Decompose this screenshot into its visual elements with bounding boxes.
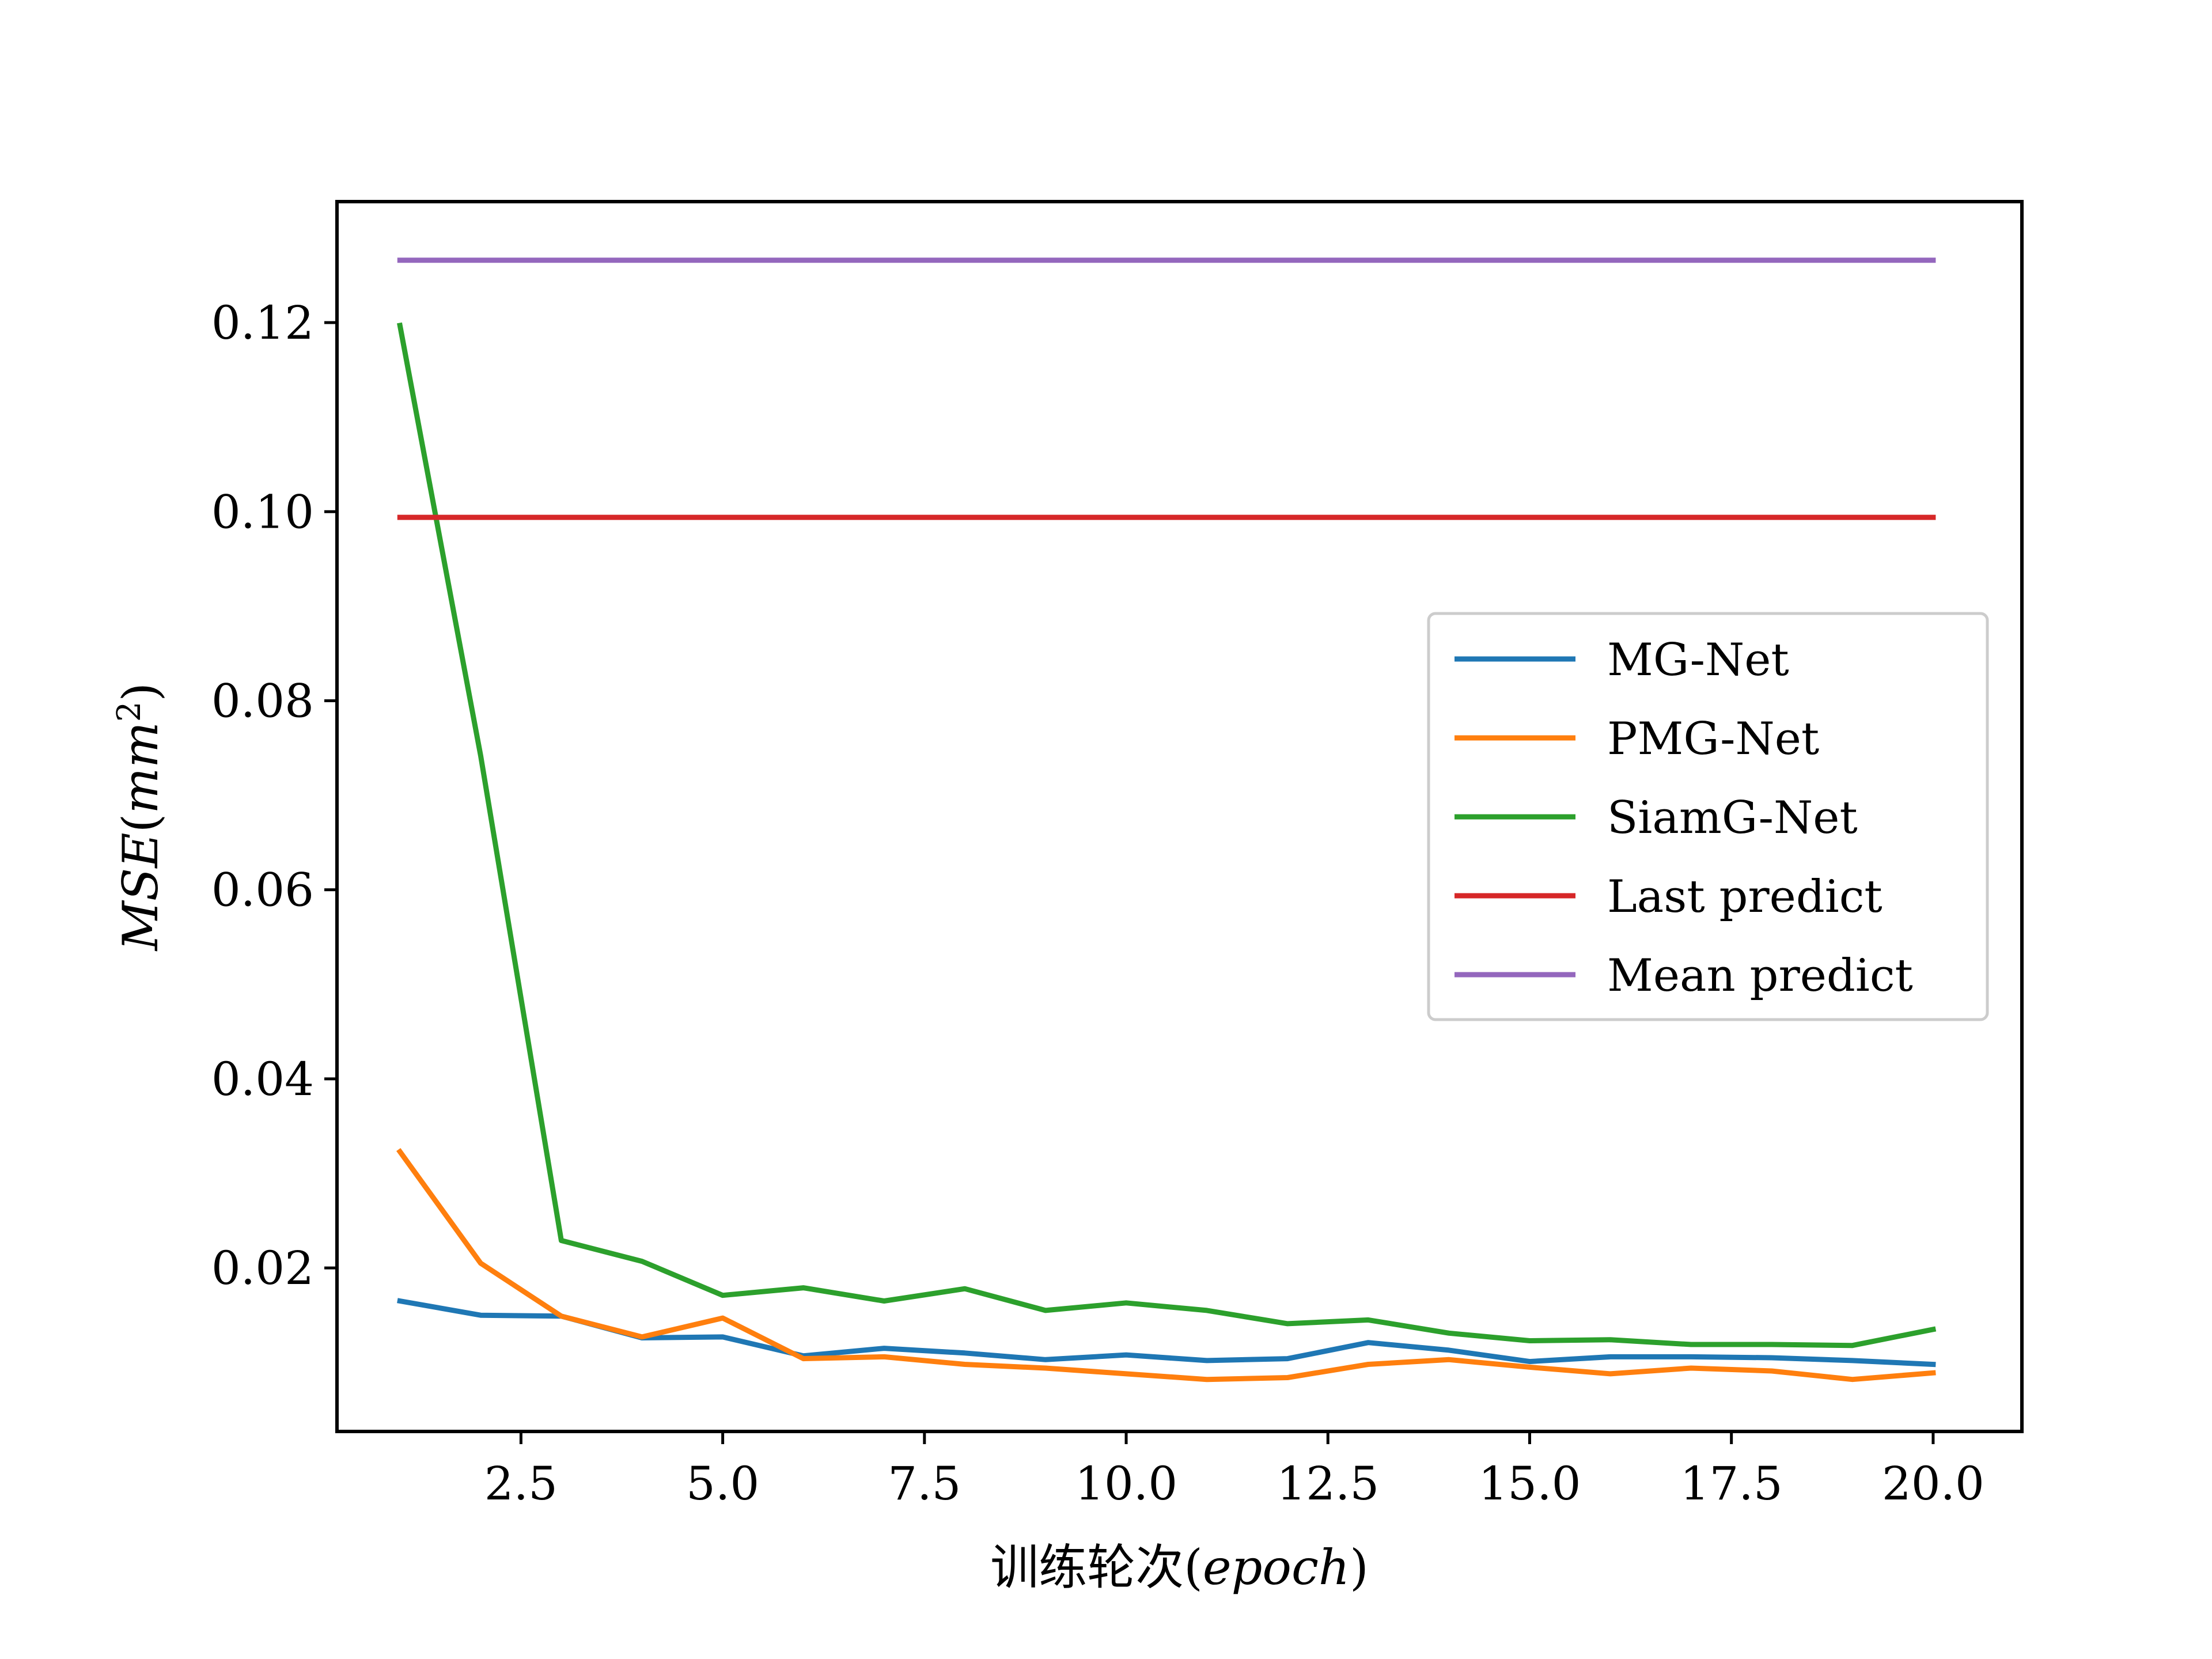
- y-axis-label-close: ): [112, 683, 169, 702]
- legend-label: MG-Net: [1607, 634, 1789, 686]
- plot-frame: [335, 200, 2024, 1433]
- y-tick-label: 0.12: [211, 296, 314, 350]
- series-line-1: [396, 1148, 1936, 1382]
- y-tick-label: 0.08: [211, 674, 314, 728]
- x-tick-label: 17.5: [1680, 1457, 1783, 1510]
- legend-label: PMG-Net: [1607, 713, 1819, 765]
- legend-label: Mean predict: [1607, 950, 1913, 1002]
- y-axis-label-open: (: [112, 814, 169, 833]
- legend-items: MG-Net PMG-Net SiamG-Net Last predict Mean p…: [1455, 634, 1913, 1002]
- x-tick-label: 15.0: [1478, 1457, 1581, 1510]
- y-axis-label-main: MSE: [112, 832, 169, 952]
- series-line-2: [397, 322, 1937, 1349]
- legend: MG-Net PMG-Net SiamG-Net Last predict Mean p…: [1427, 612, 1989, 1021]
- x-tick-label: 5.0: [686, 1457, 759, 1510]
- y-axis-label: MSE(mm2): [111, 683, 169, 952]
- x-axis-ticks: 2.5 5.0 7.5 10.0 12.5 15.0 17.5 20.0: [484, 1431, 1984, 1510]
- y-tick-label: 0.06: [211, 863, 314, 917]
- legend-label: SiamG-Net: [1607, 792, 1858, 844]
- y-axis-ticks: 0.02 0.04 0.06 0.08 0.10 0.12: [211, 296, 337, 1295]
- x-axis-label-main: 训练轮次(: [990, 1539, 1203, 1596]
- legend-label: Last predict: [1607, 871, 1883, 923]
- y-axis-label-exponent: 2: [111, 702, 148, 722]
- y-tick-label: 0.10: [211, 485, 314, 539]
- series-line-0: [397, 1298, 1936, 1368]
- x-tick-label: 12.5: [1277, 1457, 1379, 1510]
- y-tick-label: 0.04: [211, 1052, 314, 1106]
- y-tick-label: 0.02: [211, 1241, 314, 1295]
- x-axis-label: 训练轮次(epoch): [990, 1539, 1369, 1596]
- x-tick-label: 10.0: [1075, 1457, 1177, 1510]
- series-lines: [396, 257, 1937, 1382]
- x-tick-label: 2.5: [484, 1457, 558, 1510]
- x-tick-label: 7.5: [888, 1457, 961, 1510]
- legend-box: [1427, 612, 1989, 1021]
- y-axis-label-unit: mm: [112, 722, 169, 813]
- x-axis-label-unit: epoch: [1203, 1539, 1350, 1596]
- x-tick-label: 20.0: [1882, 1457, 1984, 1510]
- x-axis-label-close: ): [1350, 1539, 1369, 1596]
